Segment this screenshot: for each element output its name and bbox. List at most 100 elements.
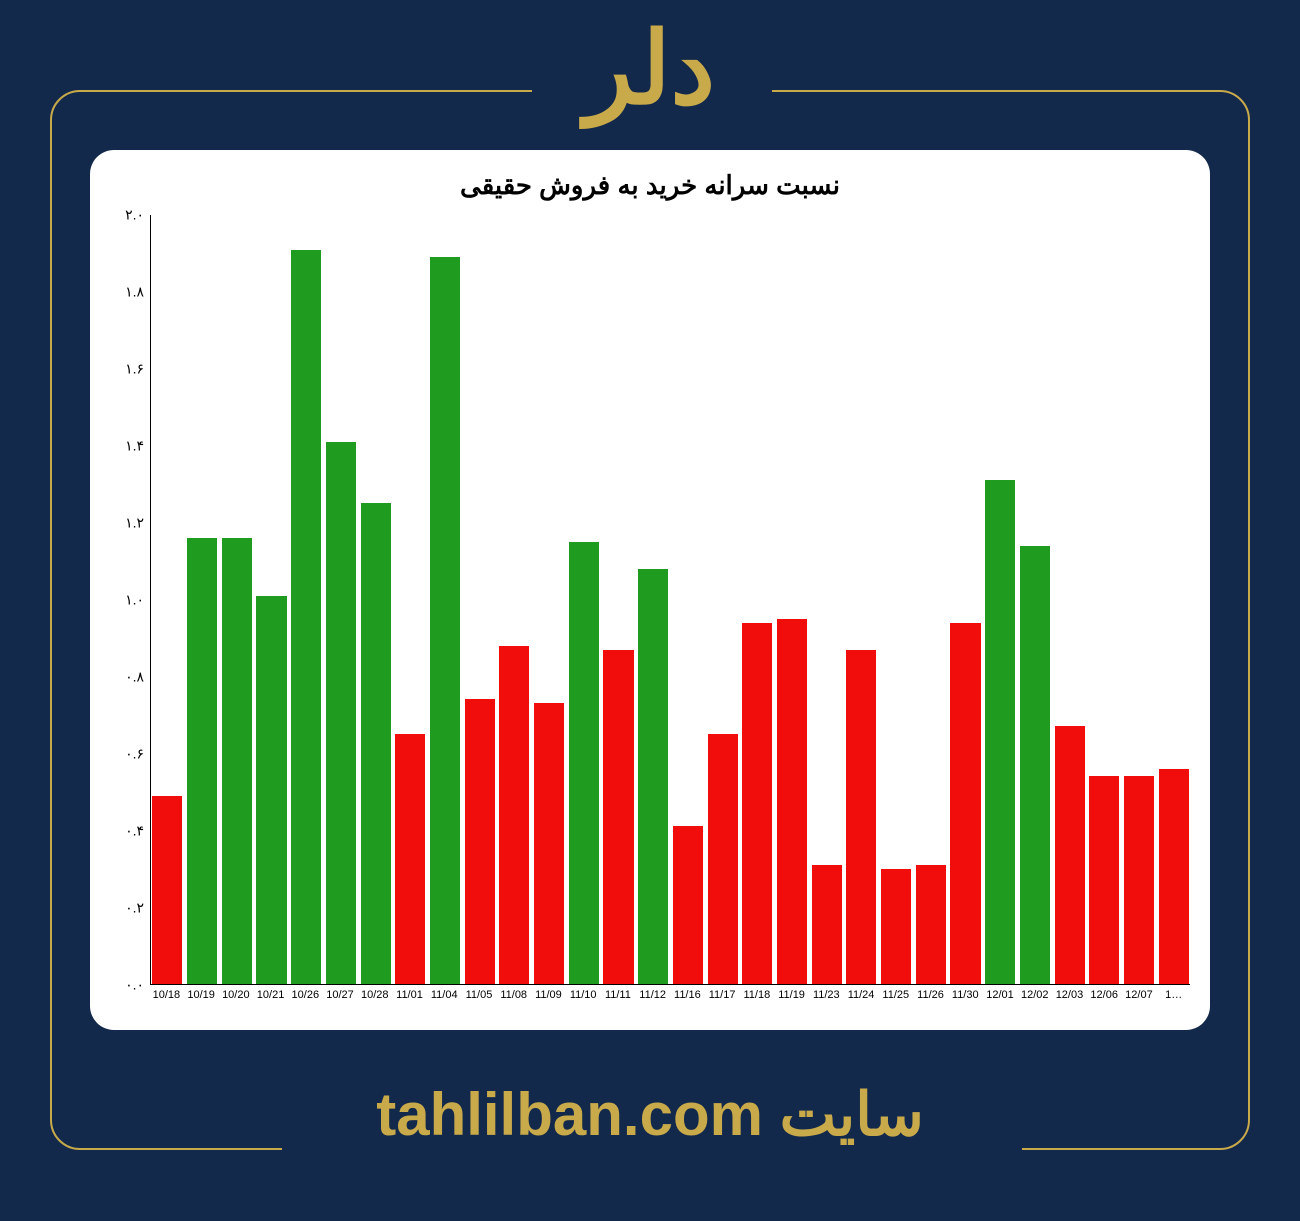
y-tick-label: ۱.۴ [125, 438, 144, 455]
y-tick-label: ۱.۸ [125, 284, 144, 301]
bar-slot [776, 215, 809, 984]
x-tick-label: 11/30 [949, 989, 982, 1001]
bar-slot [567, 215, 600, 984]
x-tick-label: 11/12 [636, 989, 669, 1001]
x-tick-label: 11/10 [567, 989, 600, 1001]
bar [222, 538, 252, 984]
x-tick-label: 10/26 [289, 989, 322, 1001]
x-tick-label: 11/04 [428, 989, 461, 1001]
bar [603, 650, 633, 985]
x-tick-label: 10/19 [185, 989, 218, 1001]
bar-slot [463, 215, 496, 984]
bar-slot [359, 215, 392, 984]
x-tick-label: 11/05 [463, 989, 496, 1001]
bar [1124, 776, 1154, 984]
x-tick-label: 11/09 [532, 989, 565, 1001]
bar [881, 869, 911, 984]
bar-slot [325, 215, 358, 984]
bar-slot [394, 215, 427, 984]
bar-slot [290, 215, 323, 984]
bar-slot [533, 215, 566, 984]
bar [326, 442, 356, 984]
x-tick-label: 1… [1157, 989, 1190, 1001]
bar-slot [637, 215, 670, 984]
x-tick-label: 11/26 [914, 989, 947, 1001]
bar [465, 699, 495, 984]
bar [569, 542, 599, 984]
y-tick-label: ۱.۲ [125, 515, 144, 532]
x-tick-label: 11/16 [671, 989, 704, 1001]
x-tick-label: 10/27 [324, 989, 357, 1001]
bar [499, 646, 529, 984]
chart-bars-region [150, 215, 1190, 985]
x-tick-label: 12/03 [1053, 989, 1086, 1001]
bar [742, 623, 772, 984]
bar [1089, 776, 1119, 984]
bar [673, 826, 703, 984]
bar [152, 796, 182, 984]
x-tick-label: 11/23 [810, 989, 843, 1001]
x-tick-label: 11/01 [393, 989, 426, 1001]
bar [812, 865, 842, 984]
chart-y-axis: ۰.۰۰.۲۰.۴۰.۶۰.۸۱.۰۱.۲۱.۴۱.۶۱.۸۲.۰ [110, 215, 150, 985]
bar [708, 734, 738, 984]
footer-text: سایت tahlilban.com [0, 1080, 1300, 1150]
y-tick-label: ۱.۶ [125, 361, 144, 378]
x-tick-label: 12/06 [1088, 989, 1121, 1001]
x-tick-label: 11/17 [706, 989, 739, 1001]
bar-slot [429, 215, 462, 984]
y-tick-label: ۲.۰ [125, 207, 144, 224]
bar [361, 503, 391, 984]
bar-slot [220, 215, 253, 984]
x-tick-label: 12/01 [984, 989, 1017, 1001]
bar-slot [672, 215, 705, 984]
x-tick-label: 12/02 [1018, 989, 1051, 1001]
x-tick-label: 12/07 [1123, 989, 1156, 1001]
chart-card: نسبت سرانه خرید به فروش حقیقی ۰.۰۰.۲۰.۴۰… [90, 150, 1210, 1030]
x-tick-label: 11/24 [845, 989, 878, 1001]
y-tick-label: ۰.۰ [125, 977, 144, 994]
bar [256, 596, 286, 984]
y-tick-label: ۰.۸ [125, 669, 144, 686]
chart-title: نسبت سرانه خرید به فروش حقیقی [110, 170, 1190, 201]
bar-slot [1157, 215, 1190, 984]
bar [534, 703, 564, 984]
bar-slot [914, 215, 947, 984]
chart-x-axis: 10/1810/1910/2010/2110/2610/2710/2811/01… [150, 989, 1190, 1001]
bar-slot [810, 215, 843, 984]
bar [291, 250, 321, 984]
bar [846, 650, 876, 985]
bar [430, 257, 460, 984]
x-tick-label: 10/18 [150, 989, 183, 1001]
chart-plot-area: ۰.۰۰.۲۰.۴۰.۶۰.۸۱.۰۱.۲۱.۴۱.۶۱.۸۲.۰ 10/181… [110, 215, 1190, 985]
bar [1159, 769, 1189, 984]
bar-slot [151, 215, 184, 984]
x-tick-label: 10/21 [254, 989, 287, 1001]
bar-slot [880, 215, 913, 984]
bar [1055, 726, 1085, 984]
bar-slot [498, 215, 531, 984]
footer-url: tahlilban.com [376, 1081, 763, 1148]
x-tick-label: 10/28 [358, 989, 391, 1001]
y-tick-label: ۰.۴ [125, 823, 144, 840]
bar-slot [186, 215, 219, 984]
x-tick-label: 11/08 [497, 989, 530, 1001]
x-tick-label: 10/20 [219, 989, 252, 1001]
bar-slot [255, 215, 288, 984]
bar [395, 734, 425, 984]
x-tick-label: 11/25 [879, 989, 912, 1001]
bar-slot [706, 215, 739, 984]
bar [777, 619, 807, 984]
bar-slot [1053, 215, 1086, 984]
x-tick-label: 11/19 [775, 989, 808, 1001]
bar-slot [949, 215, 982, 984]
bar [638, 569, 668, 984]
bar [950, 623, 980, 984]
header-logo-text: دلر [0, 10, 1300, 127]
bar-slot [984, 215, 1017, 984]
bar-slot [1123, 215, 1156, 984]
page-root: دلر نسبت سرانه خرید به فروش حقیقی ۰.۰۰.۲… [0, 0, 1300, 1221]
bar [187, 538, 217, 984]
x-tick-label: 11/18 [740, 989, 773, 1001]
y-tick-label: ۰.۶ [125, 746, 144, 763]
